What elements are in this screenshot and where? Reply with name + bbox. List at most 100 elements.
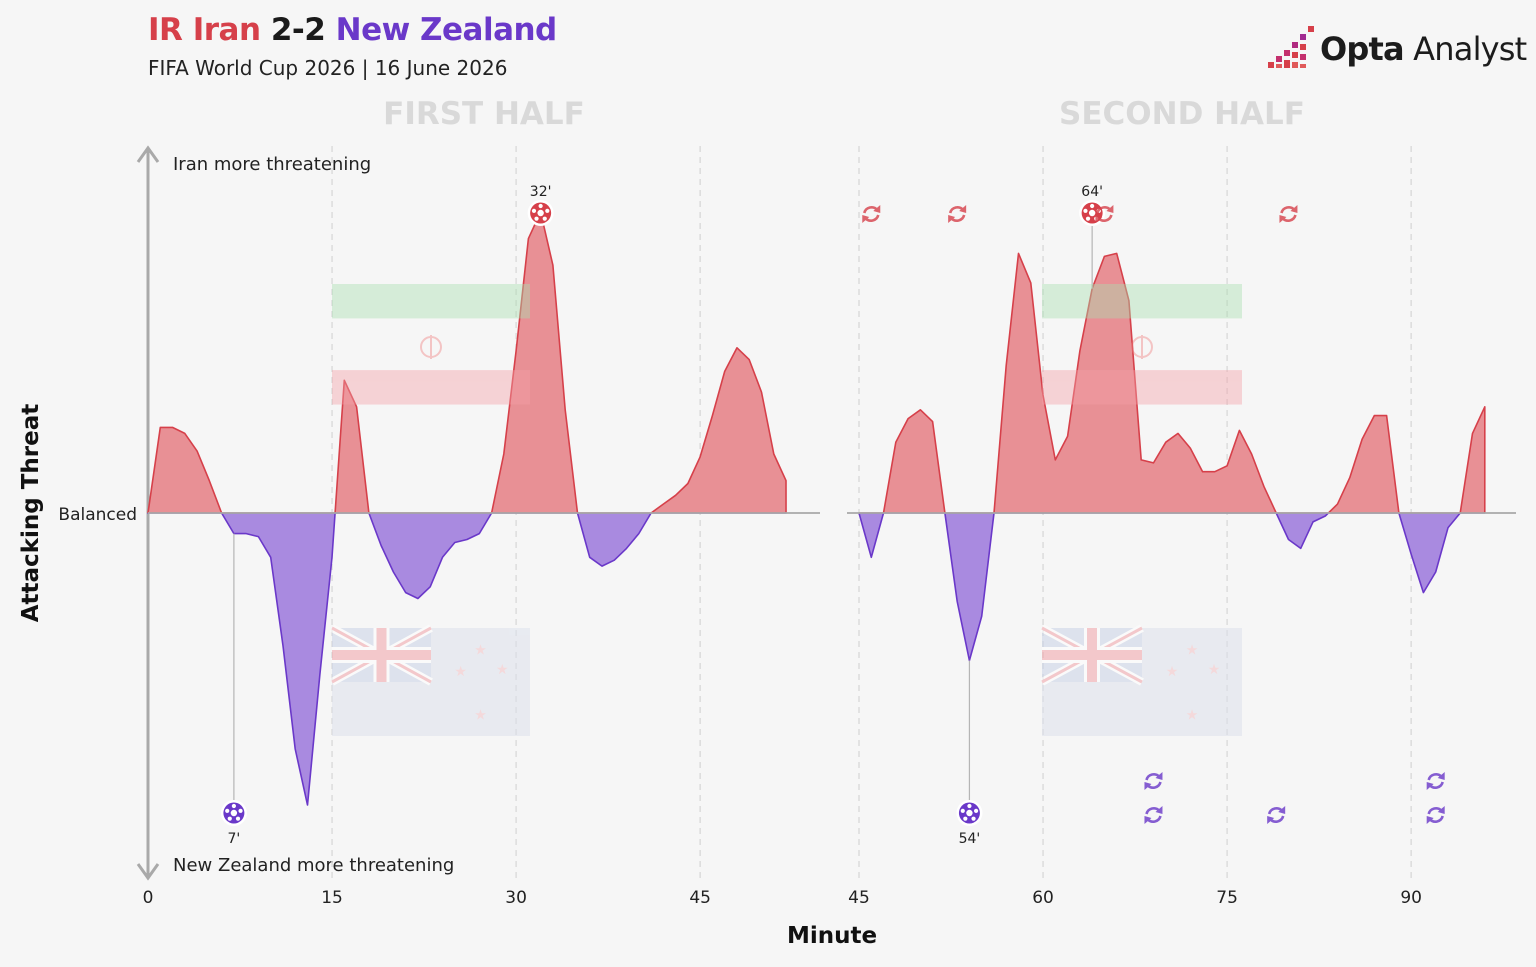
iran-threat-area — [858, 252, 1486, 513]
sub-arrowhead-top — [1155, 772, 1163, 780]
nz-flag-star-icon: ★ — [1186, 643, 1199, 659]
nz-flag-star-icon: ★ — [474, 643, 487, 659]
new-zealand-threat-area — [147, 513, 787, 806]
y-axis-arrow-up-icon — [136, 145, 160, 163]
match-score: 2-2 — [270, 12, 326, 48]
y-balanced-label: Balanced — [58, 505, 137, 525]
brand-wordmark-bold: Opta — [1320, 30, 1405, 68]
substitution-arrows-icon — [1095, 205, 1114, 223]
goal-ball-patch — [1090, 203, 1095, 209]
iran-flag-green-band — [332, 284, 530, 319]
sub-arrowhead-bottom — [1144, 782, 1152, 790]
iran-threat-area — [147, 211, 787, 513]
goal-ball-patch — [534, 216, 539, 221]
x-tick-label: 45 — [848, 888, 870, 908]
sub-arrowhead-top — [1437, 772, 1445, 780]
nz-flag-star-icon: ★ — [454, 664, 467, 680]
y-top-label: Iran more threatening — [173, 154, 371, 175]
iran-flag-emblem — [420, 336, 442, 358]
x-tick-label: 75 — [1216, 888, 1238, 908]
y-bottom-label: New Zealand more threatening — [173, 855, 454, 876]
goal-ball-patch — [227, 816, 232, 821]
goal-ball-patch — [971, 816, 976, 821]
goal-ball-patch — [960, 808, 965, 813]
goal-soccer-ball-icon — [1079, 200, 1106, 226]
sub-arrowhead-top — [1437, 806, 1445, 814]
iran-flag-emblem — [1131, 336, 1153, 358]
goal-minute-label: 32' — [530, 184, 552, 200]
goal-ball-patch-center — [230, 809, 238, 817]
substitution-arrows-icon — [1144, 806, 1163, 824]
sub-arrowhead-bottom — [948, 215, 956, 223]
goal-ball-patch — [967, 803, 972, 809]
sub-arrowhead-bottom — [1279, 215, 1287, 223]
match-subtitle: FIFA World Cup 2026 | 16 June 2026 — [148, 56, 508, 80]
goal-ball-patch — [973, 808, 979, 813]
substitution-arrows-icon — [1426, 772, 1445, 790]
y-axis-arrow-down-icon — [136, 863, 160, 881]
goal-ball-patch — [963, 816, 968, 821]
brand-wordmark-light: Analyst — [1403, 30, 1527, 68]
goal-soccer-ball-icon — [220, 800, 247, 826]
goal-ball-patch — [531, 208, 537, 213]
x-tick-label: 15 — [321, 888, 343, 908]
opta-bars-logo-icon — [1268, 26, 1314, 68]
new-zealand-flag-watermark-icon: ★ ★ ★ ★ — [1040, 624, 1242, 736]
y-axis-title: Attacking Threat — [18, 404, 44, 623]
substitution-arrows-icon — [1144, 772, 1163, 790]
sub-arrowhead-bottom — [1095, 215, 1103, 223]
nz-flag-cross-red-h — [1042, 650, 1142, 660]
half-label: SECOND HALF — [1059, 96, 1305, 132]
sub-arrowhead-bottom — [862, 215, 870, 223]
iran-flag-watermark-icon — [1042, 284, 1242, 405]
goal-ball-patch — [542, 216, 547, 221]
goal-ball-patch — [235, 816, 241, 821]
goal-ball-patch — [1083, 208, 1088, 213]
nz-flag-cross-red-h — [332, 650, 431, 660]
away-team-name: New Zealand — [335, 12, 558, 48]
nz-flag-star-icon: ★ — [1208, 662, 1221, 678]
goal-ball-patch — [231, 803, 236, 809]
goal-ball-patch — [1085, 216, 1091, 221]
goal-ball-patch-center — [1088, 209, 1096, 217]
nz-flag-star-icon: ★ — [1186, 707, 1199, 723]
substitution-arrows-icon — [948, 205, 967, 223]
nz-flag-star-icon: ★ — [1166, 664, 1179, 680]
x-tick-label: 90 — [1400, 888, 1422, 908]
iran-flag-red-band — [332, 370, 530, 405]
sub-arrowhead-top — [1278, 806, 1286, 814]
goal-ball-patch-center — [966, 809, 973, 817]
nz-flag-star-icon: ★ — [474, 707, 487, 723]
half-label: FIRST HALF — [383, 96, 585, 132]
sub-arrowhead-bottom — [1426, 816, 1434, 824]
sub-arrowhead-top — [1106, 205, 1114, 213]
sub-arrowhead-top — [959, 205, 967, 213]
sub-arrowhead-top — [1155, 806, 1163, 814]
new-zealand-flag-watermark-icon: ★ ★ ★ ★ — [330, 624, 530, 736]
goal-ball-patch — [225, 808, 230, 813]
goal-ball-patch-center — [537, 209, 544, 217]
substitution-arrows-icon — [862, 205, 881, 223]
iran-flag-green-band — [1042, 284, 1242, 319]
goal-ball-patch — [538, 203, 543, 209]
goal-minute-label: 54' — [959, 831, 981, 847]
home-team-name: IR Iran — [148, 12, 261, 48]
substitution-arrows-icon — [1279, 205, 1298, 223]
x-tick-label: 45 — [689, 888, 711, 908]
nz-flag-star-icon: ★ — [496, 662, 509, 678]
panel-first-half: 0 15 30 45 FIRST HALF 7' 32' — [143, 96, 820, 908]
goal-minute-label: 64' — [1081, 184, 1103, 200]
sub-arrowhead-top — [873, 205, 881, 213]
sub-arrowhead-bottom — [1267, 816, 1275, 824]
iran-flag-watermark-icon — [332, 284, 530, 405]
brand-logo: Opta Analyst — [1266, 26, 1527, 74]
goal-ball-patch — [545, 208, 550, 213]
goal-minute-label: 7' — [228, 831, 241, 847]
sub-arrowhead-bottom — [1426, 782, 1434, 790]
iran-flag-red-band — [1042, 370, 1242, 405]
x-tick-label: 60 — [1032, 888, 1054, 908]
panel-second-half: 45 60 75 90 SECOND HALF 54' 64' — [847, 96, 1516, 908]
x-tick-label: 30 — [505, 888, 527, 908]
goal-soccer-ball-icon — [956, 800, 983, 826]
match-title: IR Iran 2-2 New Zealand — [148, 12, 557, 48]
